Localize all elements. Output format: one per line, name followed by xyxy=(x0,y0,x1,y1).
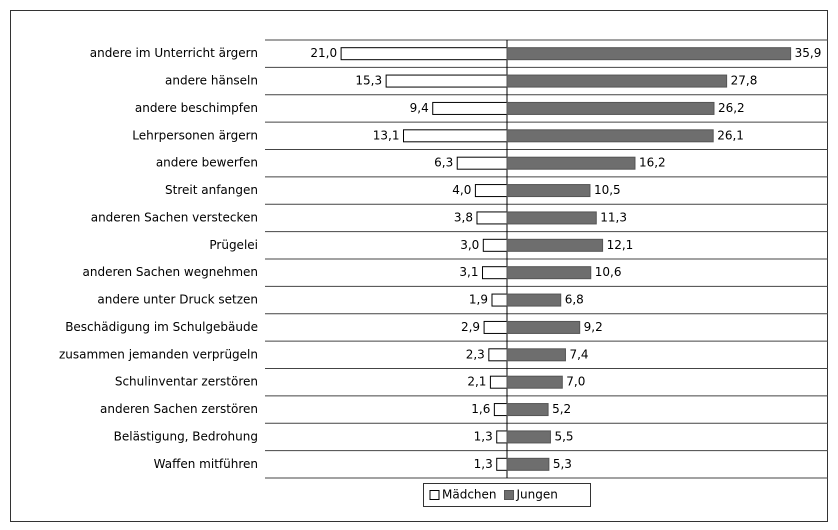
value-label: 1,9 xyxy=(469,293,488,307)
bar xyxy=(385,74,508,88)
legend-label: Mädchen xyxy=(442,488,497,502)
value-label: 35,9 xyxy=(795,46,822,60)
category-label: andere beschimpfen xyxy=(135,101,258,115)
bar xyxy=(506,47,792,61)
value-label: 11,3 xyxy=(600,210,627,224)
bar xyxy=(456,156,508,170)
value-label: 26,1 xyxy=(717,128,744,142)
value-label: 1,3 xyxy=(474,457,493,471)
category-label: anderen Sachen verstecken xyxy=(91,210,258,224)
bar xyxy=(506,184,591,198)
value-label: 26,2 xyxy=(718,101,745,115)
legend-swatch xyxy=(504,490,515,500)
bar xyxy=(506,403,549,417)
bar xyxy=(506,266,592,280)
bar xyxy=(403,129,508,143)
value-label: 4,0 xyxy=(452,183,471,197)
category-label: anderen Sachen wegnehmen xyxy=(83,265,259,279)
bar xyxy=(432,101,508,115)
legend-label: Jungen xyxy=(516,488,558,502)
category-label: Streit anfangen xyxy=(165,183,258,197)
value-label: 6,8 xyxy=(565,293,584,307)
category-label: zusammen jemanden verprügeln xyxy=(59,347,258,361)
category-label: Prügelei xyxy=(209,238,258,252)
value-label: 2,9 xyxy=(461,320,480,334)
legend-swatch xyxy=(429,490,440,500)
value-label: 10,5 xyxy=(594,183,621,197)
chart-frame xyxy=(10,10,828,522)
value-label: 9,2 xyxy=(584,320,603,334)
bar xyxy=(506,101,715,115)
bar xyxy=(506,238,604,252)
category-label: anderen Sachen zerstören xyxy=(100,402,258,416)
value-label: 6,3 xyxy=(434,156,453,170)
value-label: 2,3 xyxy=(466,347,485,361)
bar xyxy=(491,293,508,307)
value-label: 7,0 xyxy=(566,375,585,389)
bar xyxy=(506,348,566,362)
value-label: 1,6 xyxy=(471,402,490,416)
value-label: 3,0 xyxy=(460,238,479,252)
category-label: andere hänseln xyxy=(165,74,258,88)
value-label: 1,3 xyxy=(474,429,493,443)
bar xyxy=(506,211,597,225)
category-label: Belästigung, Bedrohung xyxy=(114,429,258,443)
category-label: andere im Unterricht ärgern xyxy=(90,46,258,60)
bar xyxy=(506,156,636,170)
value-label: 7,4 xyxy=(569,347,588,361)
category-label: Beschädigung im Schulgebäude xyxy=(65,320,258,334)
value-label: 5,5 xyxy=(554,429,573,443)
bar xyxy=(493,403,508,417)
bar xyxy=(506,129,714,143)
bar xyxy=(506,430,551,444)
value-label: 21,0 xyxy=(310,46,337,60)
value-label: 12,1 xyxy=(607,238,634,252)
bar xyxy=(482,266,508,280)
bar xyxy=(506,320,581,334)
bar xyxy=(496,430,508,444)
value-label: 10,6 xyxy=(595,265,622,279)
bar xyxy=(506,293,562,307)
value-label: 5,3 xyxy=(553,457,572,471)
bar xyxy=(496,457,508,471)
value-label: 3,1 xyxy=(459,265,478,279)
value-label: 16,2 xyxy=(639,156,666,170)
value-label: 5,2 xyxy=(552,402,571,416)
value-label: 13,1 xyxy=(373,128,400,142)
category-label: andere unter Druck setzen xyxy=(97,293,258,307)
value-label: 2,1 xyxy=(467,375,486,389)
value-label: 3,8 xyxy=(454,210,473,224)
bar xyxy=(483,320,508,334)
bar xyxy=(506,457,550,471)
bar xyxy=(506,375,563,389)
bar xyxy=(506,74,728,88)
bar xyxy=(474,184,508,198)
category-label: andere bewerfen xyxy=(156,156,258,170)
bar xyxy=(489,375,508,389)
bar xyxy=(488,348,508,362)
bar xyxy=(476,211,508,225)
bar xyxy=(482,238,508,252)
category-label: Schulinventar zerstören xyxy=(115,375,258,389)
value-label: 9,4 xyxy=(410,101,429,115)
value-label: 27,8 xyxy=(731,74,758,88)
category-label: Lehrpersonen ärgern xyxy=(132,128,258,142)
value-label: 15,3 xyxy=(355,74,382,88)
bar xyxy=(340,47,508,61)
category-label: Waffen mitführen xyxy=(154,457,258,471)
